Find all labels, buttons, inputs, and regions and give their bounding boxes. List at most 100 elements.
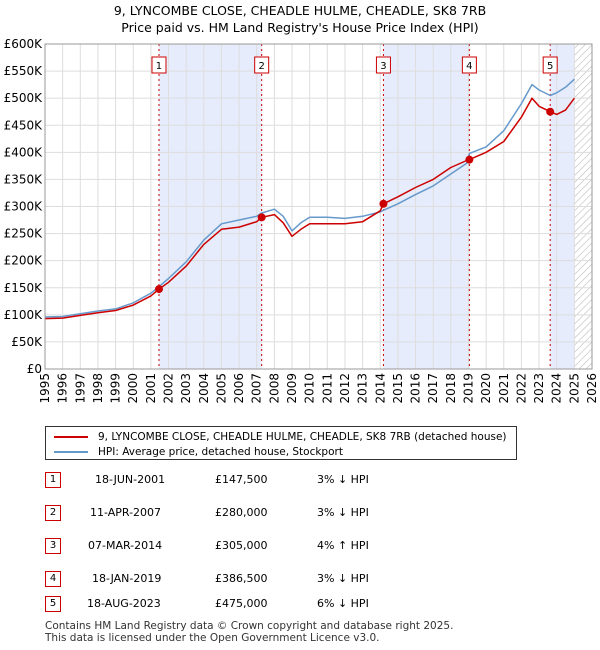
x-tick-label: 1997 <box>73 373 87 404</box>
sale-point <box>379 199 388 208</box>
sale-label-box <box>151 56 167 74</box>
sale-hpi-diff: 4% ↑ HPI <box>317 539 369 552</box>
sale-price: £280,000 <box>215 506 268 519</box>
x-tick-label: 1998 <box>91 373 105 404</box>
sale-price: £305,000 <box>215 539 268 552</box>
legend-swatch-property <box>54 436 88 438</box>
legend-item-hpi: HPI: Average price, detached house, Stoc… <box>54 445 343 459</box>
x-tick-label: 2013 <box>356 373 370 404</box>
y-tick-label: £250K <box>4 227 44 241</box>
x-tick-label: 2024 <box>550 373 564 404</box>
y-tick-label: £300K <box>4 200 44 214</box>
x-tick-label: 1995 <box>38 373 52 404</box>
sale-number-badge: 5 <box>45 596 61 612</box>
x-tick-label: 1996 <box>56 373 70 404</box>
x-tick-label: 2010 <box>303 373 317 404</box>
x-tick-label: 2006 <box>232 373 246 404</box>
sale-label: 1 <box>156 61 162 72</box>
x-tick-label: 2021 <box>497 373 511 404</box>
x-tick-label: 2023 <box>532 373 546 404</box>
x-tick-label: 2009 <box>285 373 299 404</box>
y-tick-label: £150K <box>4 281 44 295</box>
sale-hpi-diff: 3% ↓ HPI <box>317 473 369 486</box>
footer: Contains HM Land Registry data © Crown c… <box>45 620 453 644</box>
x-tick-label: 2011 <box>320 373 334 404</box>
sale-number-badge: 3 <box>45 538 61 554</box>
y-tick-label: £100K <box>4 308 44 322</box>
y-tick-label: £550K <box>4 64 44 78</box>
y-tick-label: £200K <box>4 254 44 268</box>
sale-label-box <box>461 56 477 74</box>
sale-row: 3 07-MAR-2014 £305,000 4% ↑ HPI <box>45 538 565 554</box>
sale-label-box <box>542 56 558 74</box>
sale-price: £475,000 <box>215 597 268 610</box>
sale-label: 3 <box>380 61 386 72</box>
x-tick-label: 2005 <box>214 373 228 404</box>
legend-item-property: 9, LYNCOMBE CLOSE, CHEADLE HULME, CHEADL… <box>54 430 507 444</box>
x-tick-label: 2015 <box>391 373 405 404</box>
y-tick-label: £0 <box>27 362 42 376</box>
sale-hpi-diff: 6% ↓ HPI <box>317 597 369 610</box>
sale-number-badge: 2 <box>45 505 61 521</box>
x-tick-label: 2002 <box>162 373 176 404</box>
y-tick-label: £50K <box>11 335 43 349</box>
sale-hpi-diff: 3% ↓ HPI <box>317 506 369 519</box>
sale-row: 4 18-JAN-2019 £386,500 3% ↓ HPI <box>45 571 565 587</box>
sale-price: £386,500 <box>215 572 268 585</box>
x-tick-label: 2022 <box>514 373 528 404</box>
y-tick-label: £600K <box>4 37 44 51</box>
sale-date: 18-JUN-2001 <box>95 473 166 486</box>
sale-price: £147,500 <box>215 473 268 486</box>
sale-date: 07-MAR-2014 <box>88 539 163 552</box>
sale-number-badge: 1 <box>45 472 61 488</box>
sale-point <box>154 285 163 294</box>
sale-hpi-diff: 3% ↓ HPI <box>317 572 369 585</box>
x-tick-label: 2019 <box>461 373 475 404</box>
legend-swatch-hpi <box>54 451 88 453</box>
legend-label-property: 9, LYNCOMBE CLOSE, CHEADLE HULME, CHEADL… <box>98 431 507 443</box>
footer-license: This data is licensed under the Open Gov… <box>45 632 380 644</box>
x-tick-label: 2018 <box>444 373 458 404</box>
sale-row: 1 18-JUN-2001 £147,500 3% ↓ HPI <box>45 472 565 488</box>
hpi-line <box>44 78 575 318</box>
plot-frame <box>44 43 593 370</box>
x-tick-label: 2016 <box>409 373 423 404</box>
x-tick-label: 2025 <box>567 373 581 404</box>
sale-date: 18-JAN-2019 <box>92 572 162 585</box>
x-tick-label: 2007 <box>250 373 264 404</box>
x-tick-label: 2004 <box>197 373 211 404</box>
legend-label-hpi: HPI: Average price, detached house, Stoc… <box>98 446 343 458</box>
sale-point <box>546 107 555 116</box>
x-tick-label: 2012 <box>338 373 352 404</box>
y-tick-label: £400K <box>4 145 44 159</box>
sale-number-badge: 4 <box>45 571 61 587</box>
y-tick-label: £500K <box>4 91 44 105</box>
sale-label: 4 <box>466 61 472 72</box>
footer-copyright: Contains HM Land Registry data © Crown c… <box>45 620 454 632</box>
sale-point <box>257 213 266 222</box>
sale-date: 18-AUG-2023 <box>87 597 161 610</box>
property-line <box>44 97 576 320</box>
x-tick-label: 2014 <box>373 373 387 404</box>
x-tick-label: 1999 <box>109 373 123 404</box>
sale-label-box <box>375 56 391 74</box>
x-tick-label: 2003 <box>179 373 193 404</box>
sale-row: 5 18-AUG-2023 £475,000 6% ↓ HPI <box>45 596 565 612</box>
x-tick-label: 2000 <box>126 373 140 404</box>
x-tick-label: 2001 <box>144 373 158 404</box>
chart-subtitle: Price paid vs. HM Land Registry's House … <box>121 20 479 35</box>
legend: 9, LYNCOMBE CLOSE, CHEADLE HULME, CHEADL… <box>45 426 517 460</box>
price-chart: 1 2 3 4 5 £0 £50K £100K £150K £200K £250K £300K £350… <box>4 37 599 404</box>
x-tick-label: 2020 <box>479 373 493 404</box>
x-tick-label: 2026 <box>585 373 599 404</box>
sale-point <box>465 155 474 164</box>
sale-label: 5 <box>547 61 553 72</box>
y-tick-label: £450K <box>4 118 44 132</box>
chart-title: 9, LYNCOMBE CLOSE, CHEADLE HULME, CHEADL… <box>113 3 487 18</box>
sale-label: 2 <box>258 61 264 72</box>
x-tick-label: 2017 <box>426 373 440 404</box>
sale-label-box <box>254 56 270 74</box>
sale-row: 2 11-APR-2007 £280,000 3% ↓ HPI <box>45 505 565 521</box>
x-tick-label: 2008 <box>267 373 281 404</box>
y-tick-label: £350K <box>4 172 44 186</box>
